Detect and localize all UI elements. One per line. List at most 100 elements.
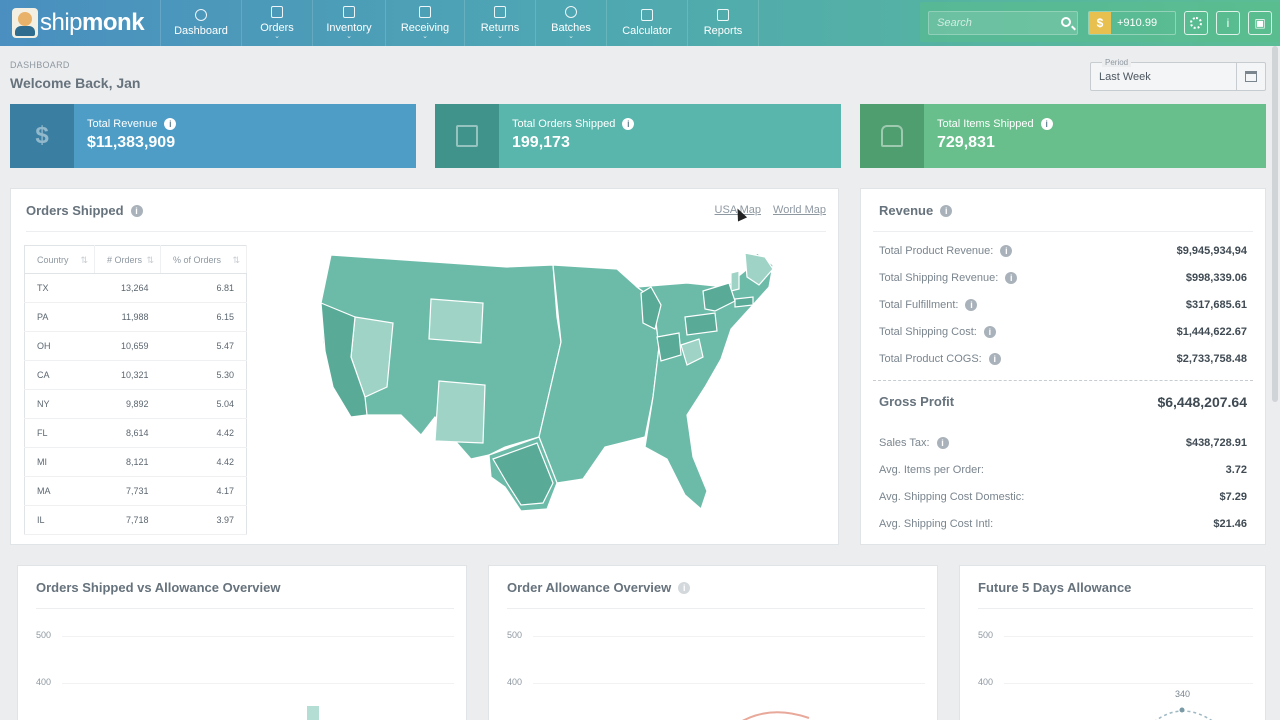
order-allowance-card: Order Allowance Overview i 500 400 (488, 565, 938, 720)
dashboard-gauge-icon (195, 9, 207, 21)
column-header-orders[interactable]: # Orders ⇅ (94, 245, 161, 274)
kpi-value: 199,173 (512, 134, 570, 151)
dollar-icon: $ (1089, 12, 1111, 34)
period-value: Last Week (1099, 71, 1151, 83)
chevron-down-icon: ⌄ (422, 33, 428, 40)
balance-widget[interactable]: $ +910.99 (1088, 11, 1176, 35)
info-icon[interactable]: i (936, 437, 949, 449)
info-icon[interactable]: i (940, 204, 953, 217)
table-row: PA 11,988 6.15 (24, 302, 247, 332)
nav-returns[interactable]: Returns ⌄ (465, 0, 535, 46)
gridline (62, 683, 454, 684)
nav-divider (241, 0, 242, 46)
info-icon[interactable]: i (678, 581, 691, 594)
allowance-curve (742, 711, 810, 720)
map-state-california (320, 302, 368, 418)
shirt-icon (881, 125, 903, 147)
future-allowance-card: Future 5 Days Allowance 500 400 340 (959, 565, 1266, 720)
nav-label: Calculator (622, 25, 672, 37)
info-icon[interactable]: i (1000, 245, 1013, 257)
chart-bar[interactable] (307, 706, 319, 720)
nav-divider (312, 0, 313, 46)
table-row: OH 10,659 5.47 (24, 331, 247, 361)
nav-divider (687, 0, 688, 46)
shipmonk-logo[interactable]: shipmonk (12, 6, 145, 40)
nav-divider (535, 0, 536, 46)
table-row: MA 7,731 4.17 (24, 476, 247, 506)
info-button[interactable]: i (1216, 11, 1240, 35)
table-row: IL 7,718 3.97 (24, 505, 247, 535)
kpi-value: $11,383,909 (87, 134, 176, 151)
revenue-row: Avg. Items per Order: 3.72 (879, 464, 1247, 476)
kpi-icon-box (860, 104, 924, 168)
world-map-link[interactable]: World Map (773, 204, 826, 216)
orders-list-icon (271, 6, 283, 18)
nav-label: Dashboard (174, 25, 228, 37)
lock-button[interactable]: ▣ (1248, 11, 1272, 35)
period-label: Period (1102, 58, 1132, 67)
revenue-row: Total Product COGS: i $2,733,758.48 (879, 353, 1247, 365)
info-icon[interactable]: i (1005, 272, 1018, 284)
sort-icon: ⇅ (80, 255, 88, 265)
map-state-new-york (702, 282, 736, 312)
toolbar-right: $ +910.99 i ▣ (920, 2, 1280, 42)
card-title: Order Allowance Overview (507, 580, 672, 595)
allowance-overview-card: Orders Shipped vs Allowance Overview 500… (17, 565, 467, 720)
info-icon[interactable]: i (622, 118, 635, 130)
nav-reports[interactable]: Reports (688, 0, 758, 46)
nav-label: Receiving (400, 22, 450, 34)
chevron-down-icon: ⌄ (497, 33, 503, 40)
nav-label: Batches (551, 22, 591, 34)
calendar-icon (1245, 71, 1257, 82)
calculator-icon (641, 9, 653, 21)
nav-batches[interactable]: Batches ⌄ (536, 0, 606, 46)
nav-calculator[interactable]: Calculator (607, 0, 687, 46)
kpi-label: Total Revenue (87, 118, 158, 130)
divider (873, 231, 1253, 232)
nav-receiving[interactable]: Receiving ⌄ (386, 0, 464, 46)
revenue-row: Total Fulfillment: i $317,685.61 (879, 299, 1247, 311)
map-state-ohio (656, 332, 682, 362)
lock-icon: ▣ (1254, 16, 1266, 30)
calendar-button[interactable] (1236, 63, 1265, 90)
card-title: Revenue (879, 203, 934, 218)
receiving-download-icon (419, 6, 431, 18)
usa-map-link[interactable]: USA Map (714, 204, 762, 216)
y-tick: 400 (507, 677, 523, 687)
info-icon[interactable]: i (965, 299, 978, 311)
info-icon[interactable]: i (1040, 118, 1053, 130)
sort-icon: ⇅ (232, 255, 240, 265)
search-input[interactable] (929, 12, 1054, 34)
nav-orders[interactable]: Orders ⌄ (242, 0, 312, 46)
map-state-texas-core (492, 442, 554, 506)
nav-dashboard[interactable]: Dashboard (161, 0, 241, 46)
usa-map[interactable] (307, 247, 787, 517)
inventory-clipboard-icon (343, 6, 355, 18)
column-header-percent[interactable]: % of Orders ⇅ (160, 245, 247, 274)
chevron-down-icon: ⌄ (568, 33, 574, 40)
reports-icon (717, 9, 729, 21)
revenue-row: Total Shipping Cost: i $1,444,622.67 (879, 326, 1247, 338)
sort-icon: ⇅ (146, 255, 154, 265)
info-icon[interactable]: i (983, 326, 996, 338)
page-scrollbar[interactable] (1272, 46, 1278, 402)
gridline (533, 636, 925, 637)
map-state-michigan (640, 286, 662, 330)
nav-label: Reports (703, 25, 743, 37)
gear-icon (1190, 17, 1202, 29)
gridline (1004, 636, 1253, 637)
search-box (928, 11, 1078, 35)
nav-inventory[interactable]: Inventory ⌄ (313, 0, 385, 46)
info-icon[interactable]: i (164, 118, 177, 130)
nav-divider (758, 0, 759, 46)
search-icon[interactable] (1061, 17, 1071, 27)
info-icon[interactable]: i (988, 353, 1001, 365)
settings-button[interactable] (1184, 11, 1208, 35)
info-icon[interactable]: i (130, 204, 143, 217)
column-header-country[interactable]: Country ⇅ (24, 245, 95, 274)
country-orders-table: Country ⇅ # Orders ⇅ % of Orders ⇅ TX 13,264… (24, 245, 247, 535)
kpi-label: Total Orders Shipped (512, 118, 616, 130)
data-label: 340 (1175, 689, 1191, 699)
revenue-card: Revenue i Total Product Revenue: i $9,945,9… (860, 188, 1266, 545)
map-state-massachusetts (734, 296, 754, 308)
